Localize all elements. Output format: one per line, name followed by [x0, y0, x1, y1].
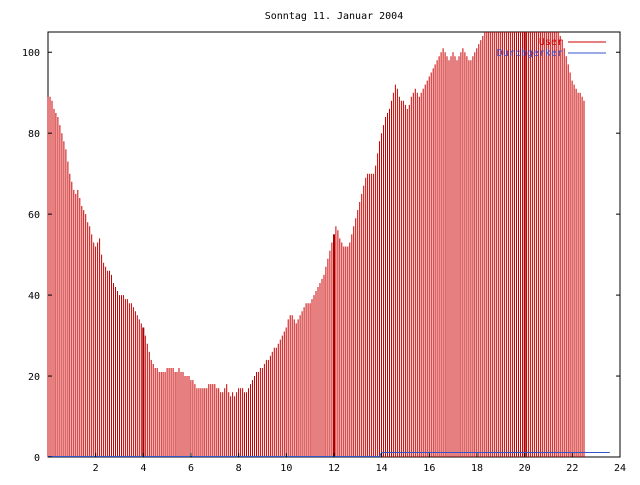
y-tick-label: 80 [28, 129, 40, 140]
y-tick-label: 60 [28, 210, 40, 221]
x-tick-label: 2 [93, 463, 99, 474]
y-tick-label: 100 [22, 48, 40, 59]
durchgerker-line [48, 452, 610, 457]
y-tick-label: 0 [34, 453, 40, 464]
legend-label-durchgerker: Durchgerker [497, 48, 563, 59]
bars-layer [47, 32, 610, 457]
x-tick-label: 22 [566, 463, 578, 474]
x-tick-label: 14 [376, 463, 388, 474]
chart-title: Sonntag 11. Januar 2004 [265, 11, 403, 22]
x-tick-label: 16 [423, 463, 435, 474]
legend-label-user: User [539, 37, 563, 48]
x-tick-label: 24 [614, 463, 626, 474]
x-tick-label: 4 [140, 463, 146, 474]
x-tick-label: 8 [236, 463, 242, 474]
x-tick-label: 18 [471, 463, 483, 474]
x-tick-label: 6 [188, 463, 194, 474]
x-tick-label: 12 [328, 463, 340, 474]
y-tick-label: 20 [28, 372, 40, 383]
legend: User Durchgerker [497, 37, 606, 59]
y-tick-label: 40 [28, 291, 40, 302]
x-tick-label: 20 [519, 463, 531, 474]
x-tick-label: 10 [280, 463, 292, 474]
